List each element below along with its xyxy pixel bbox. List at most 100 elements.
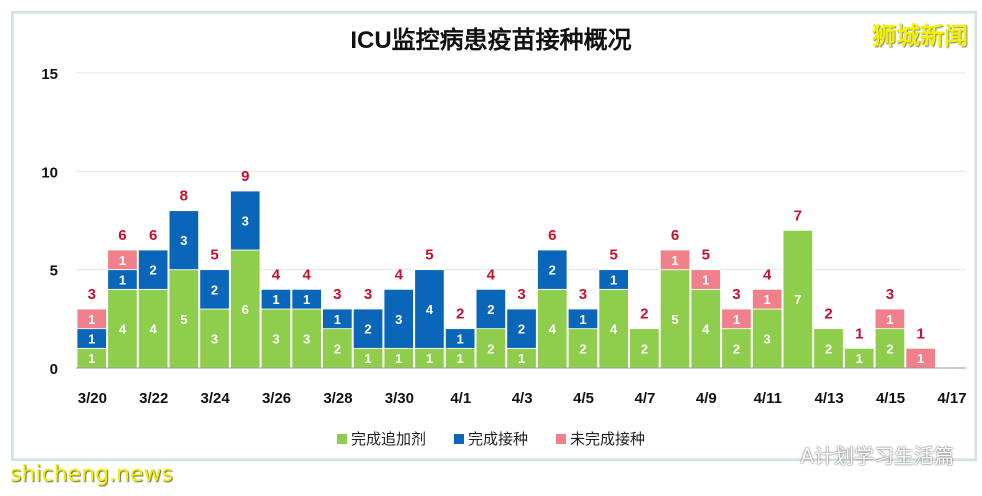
bar-segment	[230, 249, 261, 369]
total-label: 4	[395, 266, 404, 283]
segment-label: 1	[702, 273, 709, 288]
bar-segment	[752, 308, 783, 369]
segment-label: 4	[610, 322, 618, 337]
x-tick-label: 3/30	[385, 390, 414, 407]
bar-segment	[721, 328, 752, 369]
bar-segment	[721, 308, 752, 330]
x-tick-label: 4/15	[876, 390, 905, 407]
total-label: 3	[364, 286, 372, 303]
x-tick-label: 4/11	[754, 390, 782, 407]
total-label: 7	[794, 207, 802, 224]
segment-label: 3	[395, 312, 402, 327]
total-label: 3	[88, 286, 96, 303]
bar-segment	[322, 328, 353, 369]
x-tick-label: 4/5	[573, 390, 594, 407]
segment-label: 1	[88, 351, 95, 366]
bar-segment	[322, 308, 353, 330]
segment-label: 1	[119, 273, 126, 288]
x-tick-label: 3/22	[139, 390, 168, 407]
bar-segment	[352, 308, 384, 349]
segment-label: 3	[180, 233, 187, 248]
segment-label: 1	[119, 253, 126, 268]
segment-label: 1	[334, 312, 341, 327]
bar-segment	[76, 308, 107, 330]
bar-segment	[506, 308, 537, 349]
bar-segment	[475, 288, 507, 330]
bar-segment	[475, 328, 507, 369]
bar-segment	[659, 269, 691, 369]
segment-label: 1	[303, 292, 310, 307]
y-tick-label: 10	[41, 164, 58, 181]
x-tick-label: 4/17	[937, 390, 966, 407]
segment-label: 1	[579, 312, 586, 327]
segment-label: 1	[764, 292, 771, 307]
x-tick-label: 4/13	[815, 390, 844, 407]
segment-label: 7	[794, 292, 801, 307]
total-label: 2	[640, 306, 648, 323]
bar-segment	[690, 288, 721, 369]
bar-segment	[291, 308, 322, 369]
y-tick-label: 15	[41, 66, 58, 83]
segment-label: 2	[549, 263, 556, 278]
total-label: 5	[609, 247, 617, 264]
bar-segment	[291, 288, 322, 310]
segment-label: 3	[211, 332, 218, 347]
segment-label: 2	[487, 302, 494, 317]
total-label: 4	[302, 266, 311, 283]
total-label: 6	[671, 227, 679, 244]
bar-segment	[260, 288, 292, 310]
segment-label: 1	[426, 351, 433, 366]
bar-segment	[537, 249, 568, 290]
segment-label: 2	[825, 341, 832, 356]
source-credit: A计划学习生活篇	[800, 444, 954, 468]
bar-segment	[230, 190, 261, 251]
legend-swatch	[556, 433, 566, 444]
segment-label: 4	[549, 322, 557, 337]
legend-swatch	[336, 433, 347, 444]
bar-segment	[782, 229, 813, 369]
total-label: 3	[732, 286, 740, 303]
total-label: 5	[702, 247, 710, 264]
segment-label: 1	[395, 351, 402, 366]
bar-segment	[598, 288, 629, 369]
total-label: 9	[241, 168, 249, 185]
bar-segment	[383, 288, 414, 349]
x-tick-label: 3/28	[323, 390, 352, 407]
total-label: 3	[517, 286, 525, 303]
legend-label: 未完成接种	[570, 430, 646, 448]
segment-label: 2	[579, 341, 586, 356]
segment-label: 1	[272, 292, 279, 307]
segment-label: 3	[303, 332, 310, 347]
segment-label: 2	[641, 341, 648, 356]
segment-label: 2	[150, 263, 157, 278]
segment-label: 1	[88, 312, 95, 327]
segment-label: 6	[242, 302, 249, 317]
legend-item-booster: 完成追加剂	[336, 428, 426, 449]
segment-label: 4	[150, 322, 158, 337]
legend-label: 完成追加剂	[350, 430, 426, 448]
bar-segment	[813, 328, 844, 369]
chart-title: ICU监控病患疫苗接种概况	[350, 27, 632, 54]
segment-label: 1	[671, 253, 678, 268]
y-tick-label: 0	[50, 361, 58, 378]
bar-segment	[199, 308, 230, 369]
y-tick-label: 5	[50, 263, 58, 280]
x-tick-label: 4/3	[512, 390, 533, 407]
bar-segment	[752, 288, 783, 310]
total-label: 6	[149, 227, 157, 244]
segment-label: 4	[426, 302, 434, 317]
segment-label: 3	[764, 332, 771, 347]
total-label: 8	[180, 188, 188, 205]
bar-segment	[598, 269, 629, 290]
total-label: 1	[916, 325, 924, 342]
segment-label: 2	[334, 341, 341, 356]
total-label: 2	[824, 306, 832, 323]
total-label: 3	[333, 286, 341, 303]
brand-logo: 狮城新闻	[872, 22, 968, 50]
segment-label: 1	[917, 351, 924, 366]
bar-segment	[199, 269, 230, 310]
total-label: 5	[425, 247, 433, 264]
watermark: shicheng.news	[10, 462, 173, 487]
bar-segment	[567, 308, 599, 330]
segment-label: 2	[487, 341, 494, 356]
